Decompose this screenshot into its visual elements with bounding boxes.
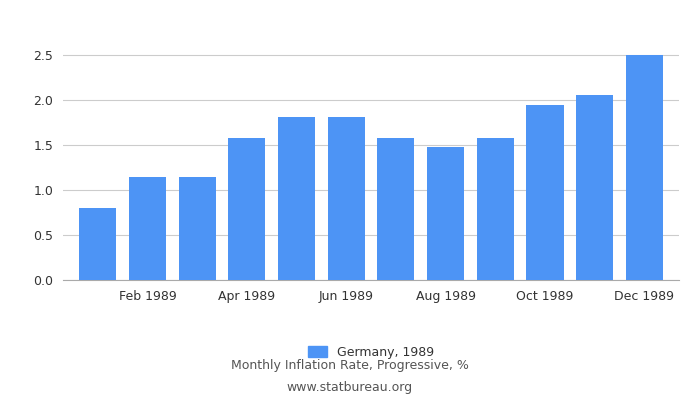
Legend: Germany, 1989: Germany, 1989 xyxy=(303,341,439,364)
Bar xyxy=(228,138,265,280)
Bar xyxy=(427,148,464,280)
Bar xyxy=(129,177,166,280)
Bar xyxy=(328,117,365,280)
Bar xyxy=(526,105,564,280)
Bar xyxy=(278,117,315,280)
Bar xyxy=(377,138,414,280)
Bar xyxy=(79,208,116,280)
Bar xyxy=(178,177,216,280)
Bar xyxy=(477,138,514,280)
Text: Monthly Inflation Rate, Progressive, %: Monthly Inflation Rate, Progressive, % xyxy=(231,360,469,372)
Bar xyxy=(626,54,663,280)
Bar xyxy=(576,95,613,280)
Text: www.statbureau.org: www.statbureau.org xyxy=(287,381,413,394)
